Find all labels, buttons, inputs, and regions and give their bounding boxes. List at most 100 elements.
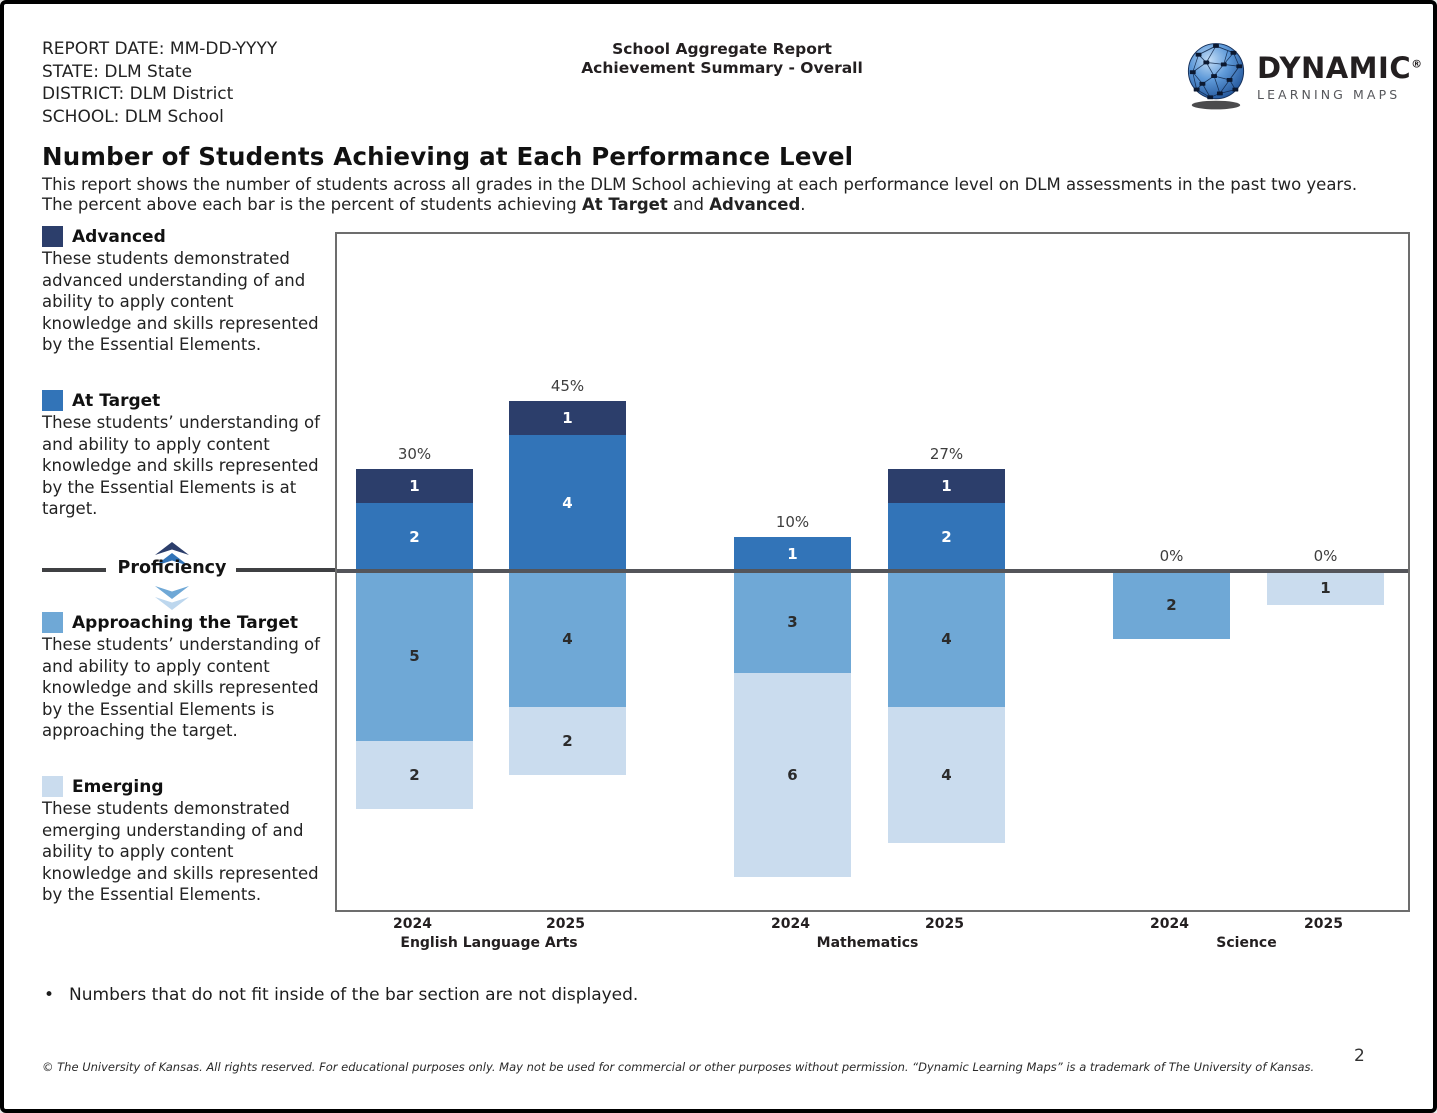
footnote-text: Numbers that do not fit inside of the ba… — [69, 985, 639, 1005]
bar-value: 4 — [562, 630, 573, 648]
brand-tagline: LEARNING MAPS — [1257, 87, 1401, 102]
bar-value: 5 — [409, 647, 420, 665]
report-header-title: School Aggregate Report Achievement Summ… — [472, 40, 972, 78]
bar-segment-advanced: 1 — [888, 469, 1005, 503]
bar-segment-emerging: 6 — [734, 673, 851, 877]
proficiency-down-arrow-icon — [155, 586, 189, 599]
at-target-swatch-icon — [42, 390, 63, 411]
bar-segment-emerging: 1 — [1267, 571, 1384, 605]
percent-label: 0% — [1313, 547, 1338, 565]
state-line: STATE: DLM State — [42, 61, 193, 82]
axis-subject-label: English Language Arts — [400, 935, 578, 951]
bar-segment-advanced: 1 — [356, 469, 473, 503]
legend-advanced-label: Advanced — [72, 226, 166, 247]
bar-value: 2 — [941, 528, 952, 546]
report-metadata: REPORT DATE: MM-DD-YYYY STATE: DLM State… — [42, 38, 277, 128]
axis-year-label: 2025 — [546, 916, 585, 932]
bar-value: 2 — [562, 732, 573, 750]
legend-at-target: At Target These students’ understanding … — [42, 390, 335, 520]
dlm-globe-network-icon — [1185, 40, 1247, 116]
legend-at-target-description: These students’ understanding of and abi… — [42, 413, 320, 518]
axis-year-label: 2024 — [771, 916, 810, 932]
bar-value: 2 — [1166, 596, 1177, 614]
axis-year-label: 2025 — [925, 916, 964, 932]
dlm-logo-text: DYNAMIC® LEARNING MAPS — [1257, 51, 1423, 103]
district-line: DISTRICT: DLM District — [42, 84, 234, 104]
percent-label: 30% — [397, 445, 432, 463]
bar-value: 1 — [787, 545, 798, 563]
proficiency-label: Proficiency — [117, 558, 227, 578]
bar-segment-emerging: 4 — [888, 707, 1005, 843]
description-and: and — [667, 194, 710, 214]
legend-emerging: Emerging These students demonstrated eme… — [42, 776, 335, 906]
proficiency-line-right — [236, 568, 335, 572]
report-date-line: REPORT DATE: MM-DD-YYYY — [42, 39, 278, 59]
legend-approaching: Approaching the Target These students’ u… — [42, 612, 335, 742]
bar-value: 4 — [941, 766, 952, 784]
bar-value: 1 — [1320, 579, 1331, 597]
bar-segment-at-target: 1 — [734, 537, 851, 571]
bar-segment-approaching: 4 — [509, 571, 626, 707]
legend-advanced-description: These students demonstrated advanced und… — [42, 249, 319, 354]
percent-label: 45% — [550, 377, 585, 395]
description-at-target-bold: At Target — [582, 194, 668, 214]
axis-year-label: 2024 — [393, 916, 432, 932]
report-type-title: School Aggregate Report — [612, 40, 832, 58]
bar-segment-approaching: 5 — [356, 571, 473, 741]
bar-value: 4 — [941, 630, 952, 648]
bar-segment-approaching: 3 — [734, 571, 851, 673]
axis-subject-label: Science — [1216, 935, 1277, 951]
school-line: SCHOOL: DLM School — [42, 106, 224, 127]
bullet-icon: • — [44, 985, 55, 1005]
legend-emerging-label: Emerging — [72, 776, 164, 797]
description-line1: This report shows the number of students… — [42, 175, 1358, 194]
axis-subject-label: Mathematics — [816, 935, 919, 951]
percent-label: 27% — [929, 445, 964, 463]
legend-at-target-label: At Target — [72, 390, 161, 411]
report-subtitle: Achievement Summary - Overall — [581, 59, 863, 77]
description-advanced-bold: Advanced — [709, 194, 801, 214]
bar-segment-emerging: 2 — [356, 741, 473, 809]
percent-label: 10% — [775, 513, 810, 531]
legend-approaching-label: Approaching the Target — [72, 612, 298, 633]
axis-year-label: 2024 — [1150, 916, 1189, 932]
bar-segment-advanced: 1 — [509, 401, 626, 435]
axis-year-label: 2025 — [1304, 916, 1343, 932]
page-number: 2 — [1354, 1046, 1365, 1066]
dlm-logo: DYNAMIC® LEARNING MAPS — [1185, 40, 1423, 116]
footnote: • Numbers that do not fit inside of the … — [44, 985, 638, 1005]
advanced-swatch-icon — [42, 226, 63, 247]
bar-segment-at-target: 2 — [356, 503, 473, 571]
bar-value: 2 — [409, 766, 420, 784]
bar-segment-approaching: 4 — [888, 571, 1005, 707]
description-line2-prefix: The percent above each bar is the percen… — [42, 194, 583, 214]
page-title: Number of Students Achieving at Each Per… — [42, 142, 854, 171]
approaching-swatch-icon — [42, 612, 63, 633]
percent-label: 0% — [1159, 547, 1184, 565]
bar-segment-emerging: 2 — [509, 707, 626, 775]
proficiency-line-left — [42, 568, 106, 572]
bar-segment-at-target: 4 — [509, 435, 626, 571]
legend-emerging-description: These students demonstrated emerging und… — [42, 799, 319, 904]
bar-segment-at-target: 2 — [888, 503, 1005, 571]
brand-name: DYNAMIC® — [1257, 51, 1423, 85]
legend-approaching-description: These students’ understanding of and abi… — [42, 635, 320, 740]
description-period: . — [800, 194, 806, 214]
proficiency-marker: Proficiency — [42, 542, 335, 612]
bar-value: 6 — [787, 766, 798, 784]
emerging-swatch-icon — [42, 776, 63, 797]
registered-trademark-symbol: ® — [1411, 57, 1423, 71]
bar-value: 2 — [409, 528, 420, 546]
bar-value: 1 — [562, 409, 573, 427]
bar-value: 1 — [941, 477, 952, 495]
copyright-text: © The University of Kansas. All rights r… — [42, 1060, 1315, 1074]
bar-value: 4 — [562, 494, 573, 512]
bar-value: 1 — [409, 477, 420, 495]
report-description: This report shows the number of students… — [42, 175, 1412, 214]
legend-advanced: Advanced These students demonstrated adv… — [42, 226, 335, 356]
proficiency-line-chart — [337, 569, 1408, 573]
bar-segment-approaching: 2 — [1113, 571, 1230, 639]
bar-value: 3 — [787, 613, 798, 631]
chart-area: 2 1 30% 5 2 4 1 45% 4 2 1 10% 3 6 2 1 27% 4 4 0% 2 0% 1 — [335, 232, 1410, 912]
